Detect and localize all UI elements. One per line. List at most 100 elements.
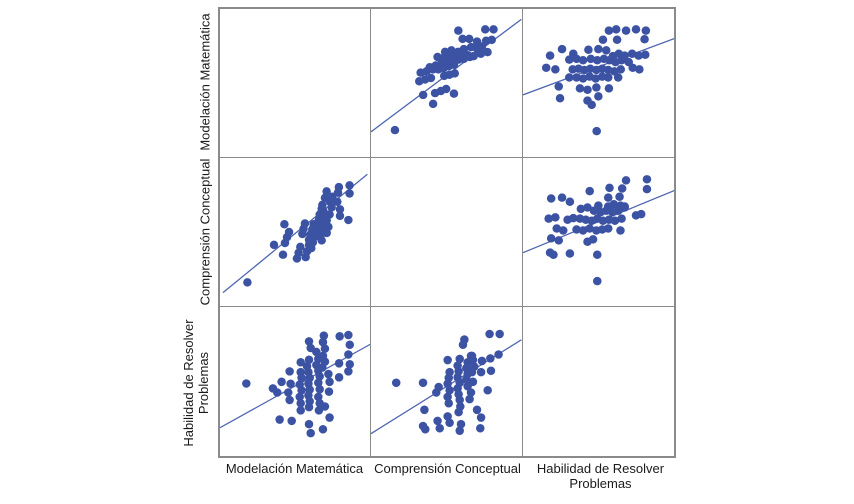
data-point <box>636 209 646 219</box>
data-point <box>483 385 493 395</box>
data-point <box>345 189 354 198</box>
data-point <box>571 73 581 82</box>
col-label-text-line1: Habilidad de Resolver <box>536 461 665 476</box>
data-point <box>571 54 581 64</box>
data-point <box>614 192 624 202</box>
data-point <box>611 25 621 34</box>
data-point <box>627 49 637 58</box>
data-point <box>478 42 487 51</box>
data-point <box>615 226 625 235</box>
splom-cell-r1c0 <box>220 158 372 307</box>
data-point <box>582 85 592 95</box>
data-point <box>545 51 555 60</box>
data-point <box>465 52 475 62</box>
data-point <box>445 367 455 377</box>
data-point <box>601 46 611 55</box>
data-point <box>296 398 305 408</box>
data-point <box>476 424 485 433</box>
data-point <box>478 356 487 366</box>
data-point <box>489 25 499 34</box>
data-point <box>325 413 334 422</box>
data-point <box>284 227 294 237</box>
data-point <box>463 357 473 367</box>
data-point <box>557 44 566 54</box>
scatter-panel-r1c0 <box>222 173 368 294</box>
splom-cell-r1c1 <box>371 158 523 307</box>
data-point <box>453 361 463 370</box>
data-point <box>642 175 651 184</box>
data-point <box>345 181 354 190</box>
data-point <box>477 413 486 422</box>
scatter-panel-r0c1 <box>371 18 522 135</box>
col-label-comprension-conceptual: Comprensión Conceptual <box>371 461 524 476</box>
data-point <box>242 379 251 388</box>
data-point <box>320 344 330 353</box>
data-point <box>334 373 344 382</box>
col-label-text: Comprensión Conceptual <box>374 461 521 476</box>
data-point <box>609 200 618 209</box>
data-point <box>640 50 650 60</box>
data-point <box>544 214 553 223</box>
data-point <box>578 74 587 83</box>
data-point <box>429 99 438 109</box>
data-point <box>463 381 473 391</box>
col-label-text-line2: Problemas <box>569 476 632 491</box>
splom-cell-r0c0 <box>220 9 372 158</box>
data-point <box>467 388 476 397</box>
data-point <box>283 388 293 397</box>
data-point <box>422 67 432 76</box>
data-point <box>552 224 561 233</box>
data-point <box>277 377 286 387</box>
data-point <box>633 51 643 60</box>
data-point <box>334 359 344 368</box>
data-point <box>587 100 596 110</box>
scatter-panel-r2c1 <box>371 329 522 435</box>
data-point <box>314 354 323 364</box>
data-point <box>465 34 474 44</box>
data-point <box>485 329 495 339</box>
data-point <box>317 204 326 213</box>
data-point <box>554 236 563 245</box>
data-point <box>296 242 305 252</box>
data-point <box>324 369 333 379</box>
data-point <box>598 35 607 45</box>
data-point <box>319 331 329 340</box>
data-point <box>593 44 603 54</box>
data-point <box>550 65 560 74</box>
data-point <box>634 65 644 74</box>
scatter-panel-r2c0 <box>220 330 371 438</box>
data-point <box>604 84 613 93</box>
data-point <box>443 412 453 421</box>
data-point <box>335 332 344 341</box>
data-point <box>392 378 401 388</box>
data-point <box>481 25 490 34</box>
data-point <box>467 351 476 361</box>
data-point <box>591 83 601 92</box>
splom-cell-r0c1 <box>371 9 523 158</box>
data-point <box>304 419 314 429</box>
data-point <box>548 250 558 260</box>
data-point <box>296 367 305 377</box>
data-point <box>477 367 486 377</box>
data-point <box>443 355 453 365</box>
scatterplot-matrix <box>218 7 676 458</box>
data-point <box>557 193 566 202</box>
data-point <box>642 184 651 194</box>
data-point <box>285 395 294 405</box>
data-point <box>621 176 630 185</box>
data-point <box>628 63 637 73</box>
data-point <box>334 182 344 192</box>
splom-cell-r1c2 <box>522 158 674 307</box>
data-point <box>546 194 556 203</box>
data-point <box>603 73 613 82</box>
data-point <box>609 67 619 76</box>
data-point <box>610 216 619 225</box>
data-point <box>286 379 295 389</box>
data-point <box>419 90 428 100</box>
data-point <box>473 405 482 415</box>
data-point <box>318 425 328 434</box>
data-point <box>295 392 304 402</box>
data-point <box>296 357 305 367</box>
scatter-panel-r1c2 <box>522 175 674 286</box>
